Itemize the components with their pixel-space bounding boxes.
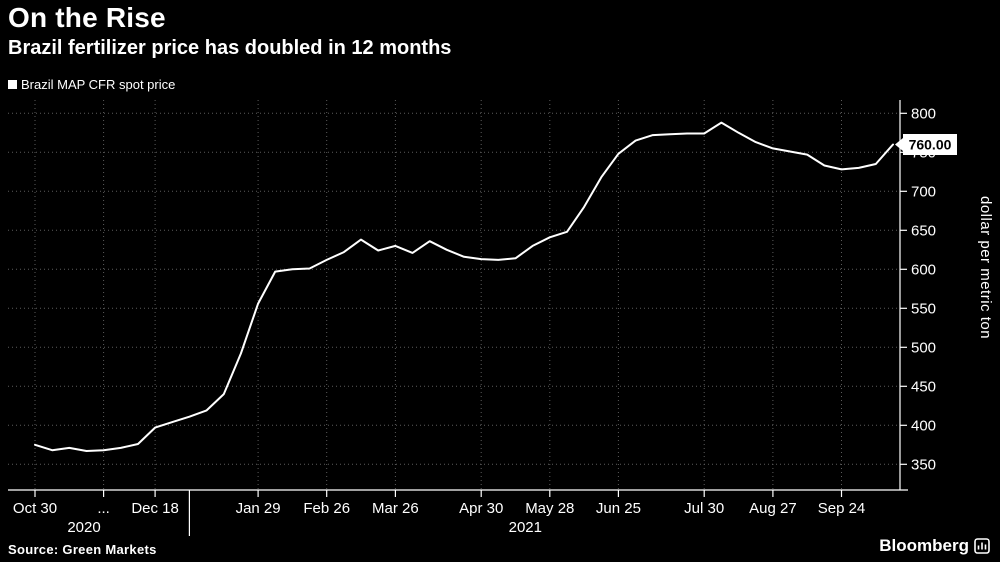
bloomberg-terminal-icon (974, 538, 990, 554)
x-tick-label: Jan 29 (236, 500, 281, 517)
y-tick-label: 550 (911, 300, 936, 317)
x-tick-label: Feb 26 (303, 500, 350, 517)
x-tick-label: Oct 30 (13, 500, 57, 517)
chart-title: On the Rise (8, 2, 166, 33)
y-tick-label: 400 (911, 417, 936, 434)
source-text: Source: Green Markets (8, 542, 157, 557)
legend-marker-icon (8, 80, 17, 89)
y-axis-unit-label: dollar per metric ton (977, 196, 994, 340)
axis-labels: 350400450500550600650700750800Oct 30...D… (13, 105, 936, 536)
chart-subtitle: Brazil fertilizer price has doubled in 1… (8, 37, 452, 59)
x-tick-label: Mar 26 (372, 500, 419, 517)
y-tick-label: 450 (911, 378, 936, 395)
last-price-label: 760.00 (895, 134, 957, 155)
price-line (34, 121, 894, 452)
year-label: 2020 (67, 519, 100, 536)
x-tick-label: Aug 27 (749, 500, 797, 517)
axes (8, 100, 908, 536)
bloomberg-logo: Bloomberg (879, 536, 990, 556)
x-tick-label: ... (97, 500, 110, 517)
x-tick-label: Dec 18 (131, 500, 179, 517)
y-tick-label: 600 (911, 261, 936, 278)
y-tick-label: 350 (911, 456, 936, 473)
year-label: 2021 (509, 519, 542, 536)
y-tick-label: 500 (911, 339, 936, 356)
x-tick-label: Jun 25 (596, 500, 641, 517)
legend: Brazil MAP CFR spot price (8, 77, 175, 92)
y-tick-label: 650 (911, 222, 936, 239)
x-tick-label: May 28 (525, 500, 574, 517)
bloomberg-wordmark: Bloomberg (879, 536, 969, 555)
y-tick-label: 800 (911, 105, 936, 122)
gridlines (8, 100, 900, 490)
x-tick-label: Sep 24 (818, 500, 866, 517)
x-tick-label: Apr 30 (459, 500, 503, 517)
svg-text:760.00: 760.00 (909, 137, 952, 153)
x-tick-label: Jul 30 (684, 500, 724, 517)
legend-label: Brazil MAP CFR spot price (21, 77, 176, 92)
y-tick-label: 700 (911, 183, 936, 200)
